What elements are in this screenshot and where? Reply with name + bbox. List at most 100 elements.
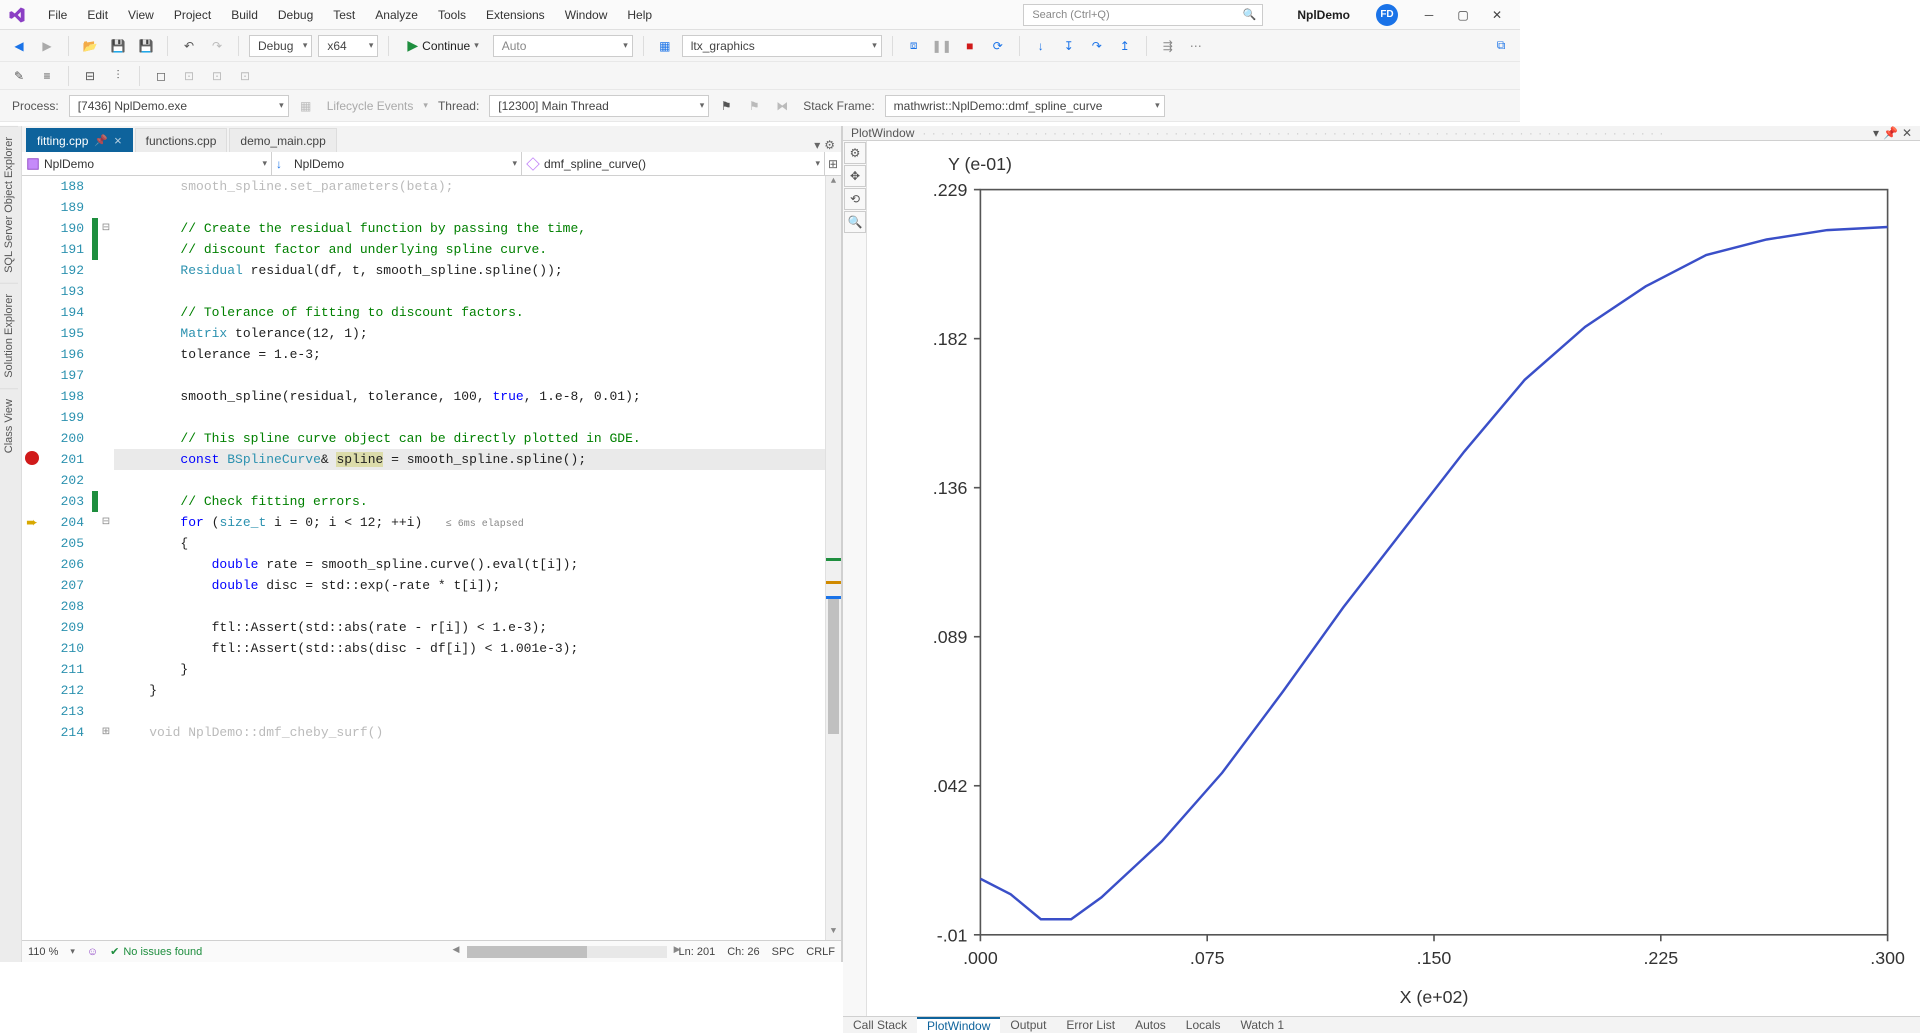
nav-back-button[interactable]: ◀ <box>8 35 30 57</box>
live-share-button[interactable]: ⧉ <box>1490 35 1512 57</box>
tabs-settings-icon[interactable]: ⚙ <box>824 138 835 152</box>
title-bar: FileEditViewProjectBuildDebugTestAnalyze… <box>0 0 1520 30</box>
save-button[interactable]: 💾 <box>107 35 129 57</box>
menu-help[interactable]: Help <box>617 4 662 26</box>
bottom-tab-locals[interactable]: Locals <box>1176 1017 1231 1033</box>
horizontal-scrollbar[interactable]: ◀ ▶ <box>467 946 667 958</box>
continue-button[interactable]: ▶ Continue ▾ <box>399 34 486 58</box>
plot-pan-icon[interactable]: ✥ <box>844 165 866 187</box>
bottom-tab-output[interactable]: Output <box>1000 1017 1056 1033</box>
plot-pin-icon[interactable]: 📌 <box>1883 126 1898 140</box>
menu-test[interactable]: Test <box>323 4 365 26</box>
t3[interactable]: ⊟ <box>79 65 101 87</box>
config-dropdown[interactable]: Debug <box>249 35 312 57</box>
bottom-tab-autos[interactable]: Autos <box>1125 1017 1176 1033</box>
main-area: fitting.cpp📌×functions.cppdemo_main.cpp … <box>22 126 1920 962</box>
pause-button[interactable]: ❚❚ <box>931 35 953 57</box>
tabs-dropdown-icon[interactable]: ▾ <box>814 138 820 152</box>
t7[interactable]: ⊡ <box>234 65 256 87</box>
dbg-icon-1[interactable]: ⇶ <box>1157 35 1179 57</box>
menu-edit[interactable]: Edit <box>77 4 118 26</box>
menu-tools[interactable]: Tools <box>428 4 476 26</box>
side-tab-class-view[interactable]: Class View <box>0 388 18 463</box>
tab-fitting-cpp[interactable]: fitting.cpp📌× <box>26 128 133 152</box>
plot-settings-icon[interactable]: ⚙ <box>844 142 866 164</box>
search-input[interactable]: Search (Ctrl+Q) 🔍 <box>1023 4 1263 26</box>
intellicode-icon[interactable]: ☺ <box>87 946 98 958</box>
open-file-button[interactable]: 📂 <box>79 35 101 57</box>
t6[interactable]: ⊡ <box>206 65 228 87</box>
step-into-button[interactable]: ↧ <box>1058 35 1080 57</box>
dbg-icon-2[interactable]: ⋯ <box>1185 35 1207 57</box>
flag2-icon[interactable]: ⚑ <box>743 95 765 117</box>
thr-icon[interactable]: ⧓ <box>771 95 793 117</box>
bottom-tab-watch-1[interactable]: Watch 1 <box>1230 1017 1294 1033</box>
plot-reset-icon[interactable]: ⟲ <box>844 188 866 210</box>
t4[interactable]: ⫶ <box>107 65 129 87</box>
undo-button[interactable]: ↶ <box>178 35 200 57</box>
menu-window[interactable]: Window <box>555 4 618 26</box>
menu-build[interactable]: Build <box>221 4 268 26</box>
bottom-tab-call-stack[interactable]: Call Stack <box>843 1017 917 1033</box>
play-icon: ▶ <box>407 37 418 54</box>
step-over-button[interactable]: ↷ <box>1086 35 1108 57</box>
svg-text:Y (e-01): Y (e-01) <box>948 154 1012 174</box>
menu-debug[interactable]: Debug <box>268 4 323 26</box>
break-all-button[interactable]: ⧈ <box>903 35 925 57</box>
close-button[interactable]: ✕ <box>1482 4 1512 26</box>
plot-body: ⚙ ✥ ⟲ 🔍 Y (e-01)-.01.042.089.136.182.229… <box>843 141 1920 1016</box>
bottom-tab-plotwindow[interactable]: PlotWindow <box>917 1017 1000 1033</box>
nav-member[interactable]: dmf_spline_curve() <box>522 152 825 175</box>
line-ending: CRLF <box>806 946 835 958</box>
nav-class[interactable]: ↓ NplDemo <box>272 152 522 175</box>
menu-analyze[interactable]: Analyze <box>365 4 428 26</box>
side-tab-sql-server-object-explorer[interactable]: SQL Server Object Explorer <box>0 126 18 283</box>
maximize-button[interactable]: ▢ <box>1448 4 1478 26</box>
plot-chart[interactable]: Y (e-01)-.01.042.089.136.182.229.000.075… <box>867 141 1920 1016</box>
bookmark-icon[interactable]: ◻ <box>150 65 172 87</box>
code-area[interactable]: ➨ 18818919019119219319419519619719819920… <box>22 176 841 940</box>
t5[interactable]: ⊡ <box>178 65 200 87</box>
debug-target-icon[interactable]: ▦ <box>654 35 676 57</box>
redo-button[interactable]: ↷ <box>206 35 228 57</box>
lifecycle-icon[interactable]: ▦ <box>295 95 317 117</box>
lifecycle-label: Lifecycle Events <box>323 99 418 113</box>
no-issues-indicator[interactable]: ✔ No issues found <box>110 945 202 958</box>
main-toolbar: ◀ ▶ 📂 💾 💾 ↶ ↷ Debug x64 ▶ Continue ▾ Aut… <box>0 30 1520 62</box>
tab-demo_main-cpp[interactable]: demo_main.cpp <box>229 128 336 152</box>
menu-project[interactable]: Project <box>164 4 221 26</box>
plot-close-icon[interactable]: ✕ <box>1902 126 1912 140</box>
platform-dropdown[interactable]: x64 <box>318 35 378 57</box>
tab-functions-cpp[interactable]: functions.cpp <box>135 128 228 152</box>
minimize-button[interactable]: ─ <box>1414 4 1444 26</box>
target-dropdown[interactable]: ltx_graphics <box>682 35 882 57</box>
svg-text:.300: .300 <box>1870 948 1905 968</box>
plot-dropdown-icon[interactable]: ▾ <box>1873 126 1879 140</box>
nav-project[interactable]: NplDemo <box>22 152 272 175</box>
zoom-level[interactable]: 110 % <box>28 946 58 958</box>
plot-zoom-icon[interactable]: 🔍 <box>844 211 866 233</box>
menu-view[interactable]: View <box>118 4 164 26</box>
nav-split-icon[interactable]: ⊞ <box>825 152 841 175</box>
thread-dropdown[interactable]: [12300] Main Thread <box>489 95 709 117</box>
auto-dropdown[interactable]: Auto <box>493 35 633 57</box>
menu-extensions[interactable]: Extensions <box>476 4 555 26</box>
process-dropdown[interactable]: [7436] NplDemo.exe <box>69 95 289 117</box>
flag-icon[interactable]: ⚑ <box>715 95 737 117</box>
stop-button[interactable]: ■ <box>959 35 981 57</box>
show-next-stmt-button[interactable]: ↓ <box>1030 35 1052 57</box>
menu-file[interactable]: File <box>38 4 77 26</box>
stackframe-dropdown[interactable]: mathwrist::NplDemo::dmf_spline_curve <box>885 95 1165 117</box>
bottom-tab-error-list[interactable]: Error List <box>1056 1017 1125 1033</box>
save-all-button[interactable]: 💾 <box>135 35 157 57</box>
svg-text:.000: .000 <box>963 948 998 968</box>
nav-fwd-button[interactable]: ▶ <box>36 35 58 57</box>
step-out-button[interactable]: ↥ <box>1114 35 1136 57</box>
search-icon: 🔍 <box>1243 8 1257 21</box>
user-badge[interactable]: FD <box>1376 4 1398 26</box>
side-tab-solution-explorer[interactable]: Solution Explorer <box>0 283 18 388</box>
vertical-scrollbar[interactable]: ▲ ▼ <box>825 176 841 940</box>
t1[interactable]: ✎ <box>8 65 30 87</box>
restart-button[interactable]: ⟳ <box>987 35 1009 57</box>
t2[interactable]: ≡ <box>36 65 58 87</box>
